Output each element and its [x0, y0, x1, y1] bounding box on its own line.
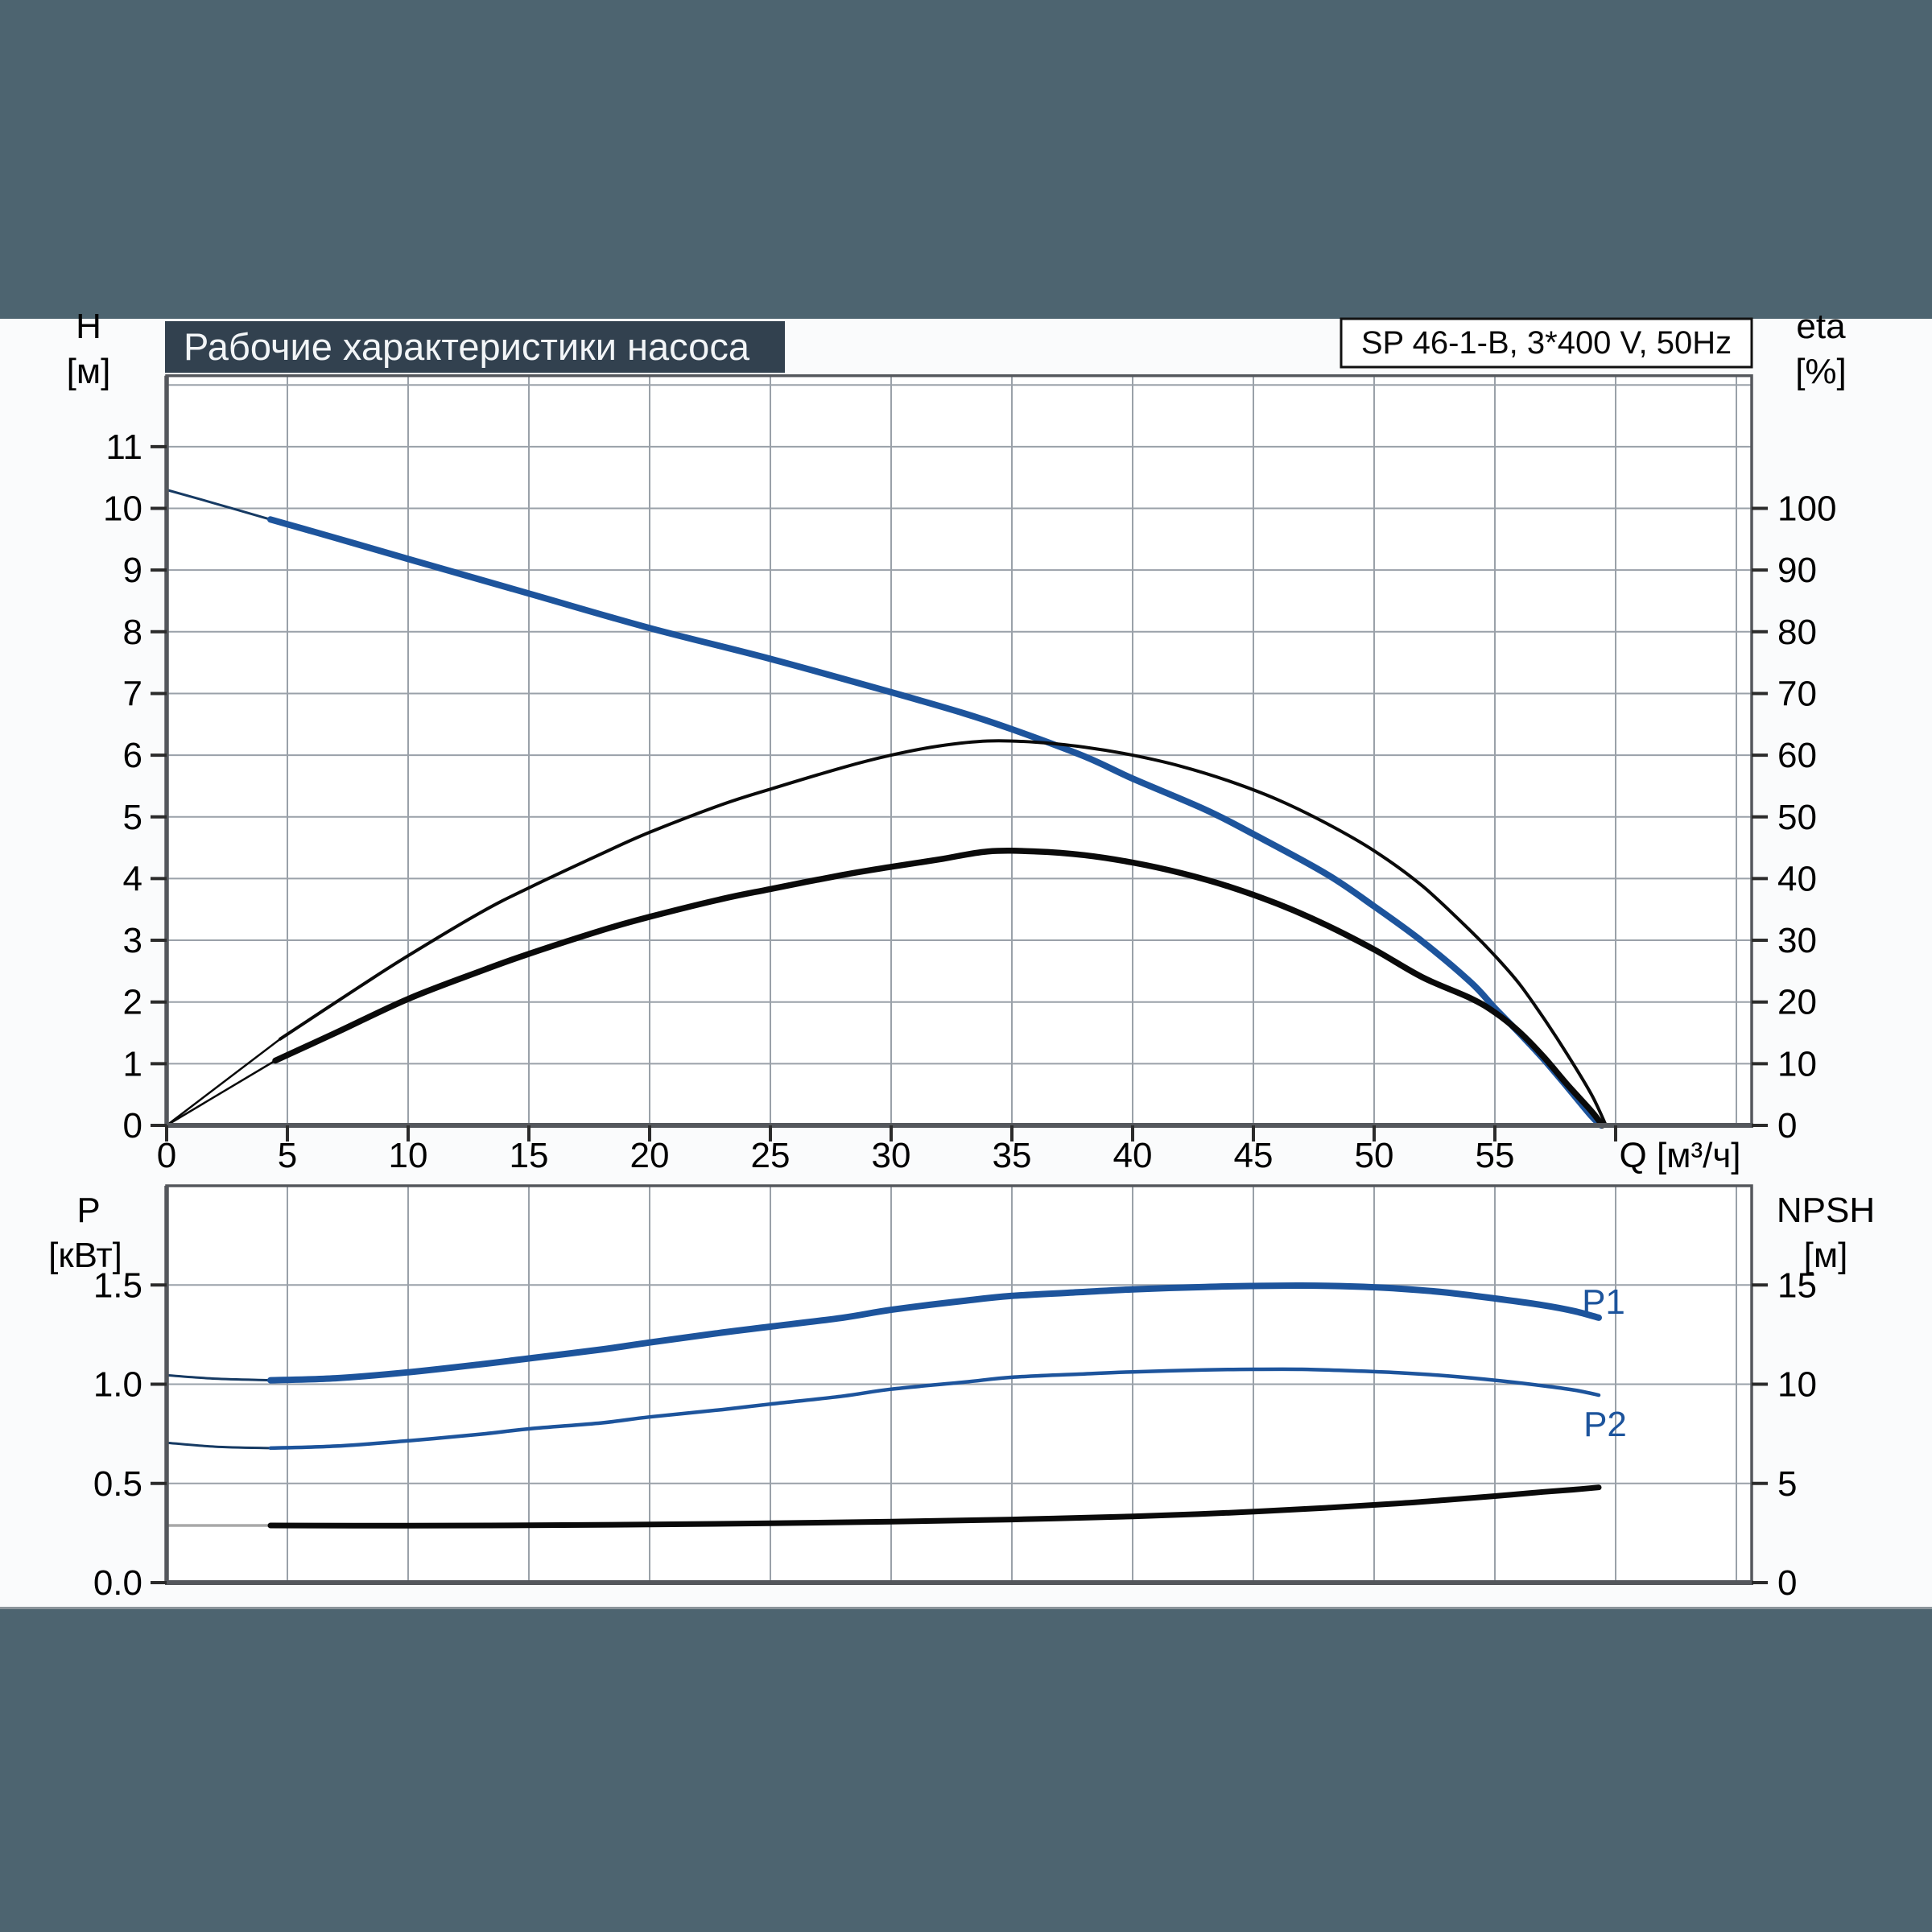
- x-tick-label: 35: [993, 1136, 1032, 1175]
- right-tick-label: 0: [1777, 1106, 1797, 1146]
- x-tick-label: 15: [510, 1136, 549, 1175]
- x-tick-label: 10: [389, 1136, 428, 1175]
- curve-eta-lead: [165, 1038, 282, 1127]
- right-tick-label: 40: [1777, 859, 1817, 898]
- x-tick-label: 20: [630, 1136, 670, 1175]
- curve-eta2-lead: [165, 1059, 277, 1127]
- plot-background: [167, 375, 1752, 1125]
- x-tick-label: 5: [278, 1136, 297, 1175]
- x-tick-label: 45: [1234, 1136, 1274, 1175]
- left-tick-label: 3: [123, 921, 142, 960]
- right-tick-label: 10: [1777, 1044, 1817, 1084]
- left-tick-label: 9: [123, 551, 142, 590]
- curve-NPSH: [267, 1484, 1602, 1529]
- p-axis-unit: [кВт]: [48, 1236, 122, 1275]
- right-tick-label: 20: [1777, 983, 1817, 1022]
- right-tick-label: 80: [1777, 613, 1817, 652]
- curve-P2: [268, 1367, 1601, 1451]
- eta-axis-unit: [%]: [1795, 352, 1847, 391]
- left-tick-label: 1.5: [93, 1265, 142, 1305]
- model-box: [1340, 317, 1753, 369]
- x-tick-label: 25: [751, 1136, 791, 1175]
- left-tick-label: 6: [123, 736, 142, 775]
- p1-curve-label: P1: [1582, 1282, 1625, 1322]
- eta-axis-label: eta: [1796, 307, 1846, 346]
- p-axis-label: P: [76, 1191, 100, 1230]
- right-tick-label: 15: [1777, 1265, 1817, 1305]
- right-tick-label: 60: [1777, 736, 1817, 775]
- right-tick-label: 90: [1777, 551, 1817, 590]
- h-axis-label: H: [76, 307, 101, 346]
- x-tick-label: 50: [1355, 1136, 1394, 1175]
- right-tick-label: 0: [1777, 1563, 1797, 1603]
- left-tick-label: 0.0: [93, 1563, 142, 1603]
- curve-eta: [279, 739, 1608, 1127]
- curve-P2-lead: [165, 1441, 272, 1450]
- left-tick-label: 10: [103, 489, 142, 529]
- x-tick-label: 30: [872, 1136, 911, 1175]
- npsh-axis-label: NPSH: [1777, 1191, 1875, 1230]
- right-tick-label: 5: [1777, 1464, 1797, 1504]
- left-tick-label: 11: [105, 427, 142, 467]
- outer-background-bottom: [0, 1609, 1932, 1932]
- right-tick-label: 30: [1777, 921, 1817, 960]
- p2-curve-label: P2: [1583, 1405, 1627, 1444]
- page-title: Рабочие характеристики насоса: [184, 325, 750, 368]
- left-tick-label: 5: [123, 798, 142, 837]
- outer-background-top: [0, 0, 1932, 319]
- right-tick-label: 100: [1777, 489, 1836, 529]
- h-axis-unit: [м]: [67, 352, 111, 391]
- left-tick-label: 0.5: [93, 1464, 142, 1504]
- right-tick-label: 70: [1777, 674, 1817, 713]
- model-label: SP 46-1-B, 3*400 V, 50Hz: [1361, 325, 1732, 361]
- power-npsh-chart: 0.0 0.5 1.0 1.5 0 5 10 15: [93, 1184, 1817, 1603]
- npsh-axis-unit: [м]: [1804, 1236, 1848, 1275]
- curve-H-lead: [165, 489, 272, 521]
- left-tick-label: 7: [123, 674, 142, 713]
- title-banner: [165, 321, 785, 373]
- curve-eta2: [272, 847, 1606, 1129]
- x-tick-label: 40: [1113, 1136, 1153, 1175]
- left-tick-label: 1: [123, 1044, 142, 1084]
- right-tick-label: 10: [1777, 1365, 1817, 1405]
- x-tick-label: 55: [1476, 1136, 1515, 1175]
- curve-P1-lead: [165, 1373, 272, 1382]
- left-tick-label: 8: [123, 613, 142, 652]
- left-tick-label: 2: [123, 983, 142, 1022]
- right-tick-label: 50: [1777, 798, 1817, 837]
- curve-P1: [267, 1282, 1602, 1384]
- left-tick-label: 1.0: [93, 1365, 142, 1405]
- q-axis-label: Q [м³/ч]: [1620, 1136, 1741, 1175]
- left-tick-label: 4: [123, 859, 142, 898]
- x-tick-label: 0: [157, 1136, 176, 1175]
- left-tick-label: 0: [123, 1106, 142, 1146]
